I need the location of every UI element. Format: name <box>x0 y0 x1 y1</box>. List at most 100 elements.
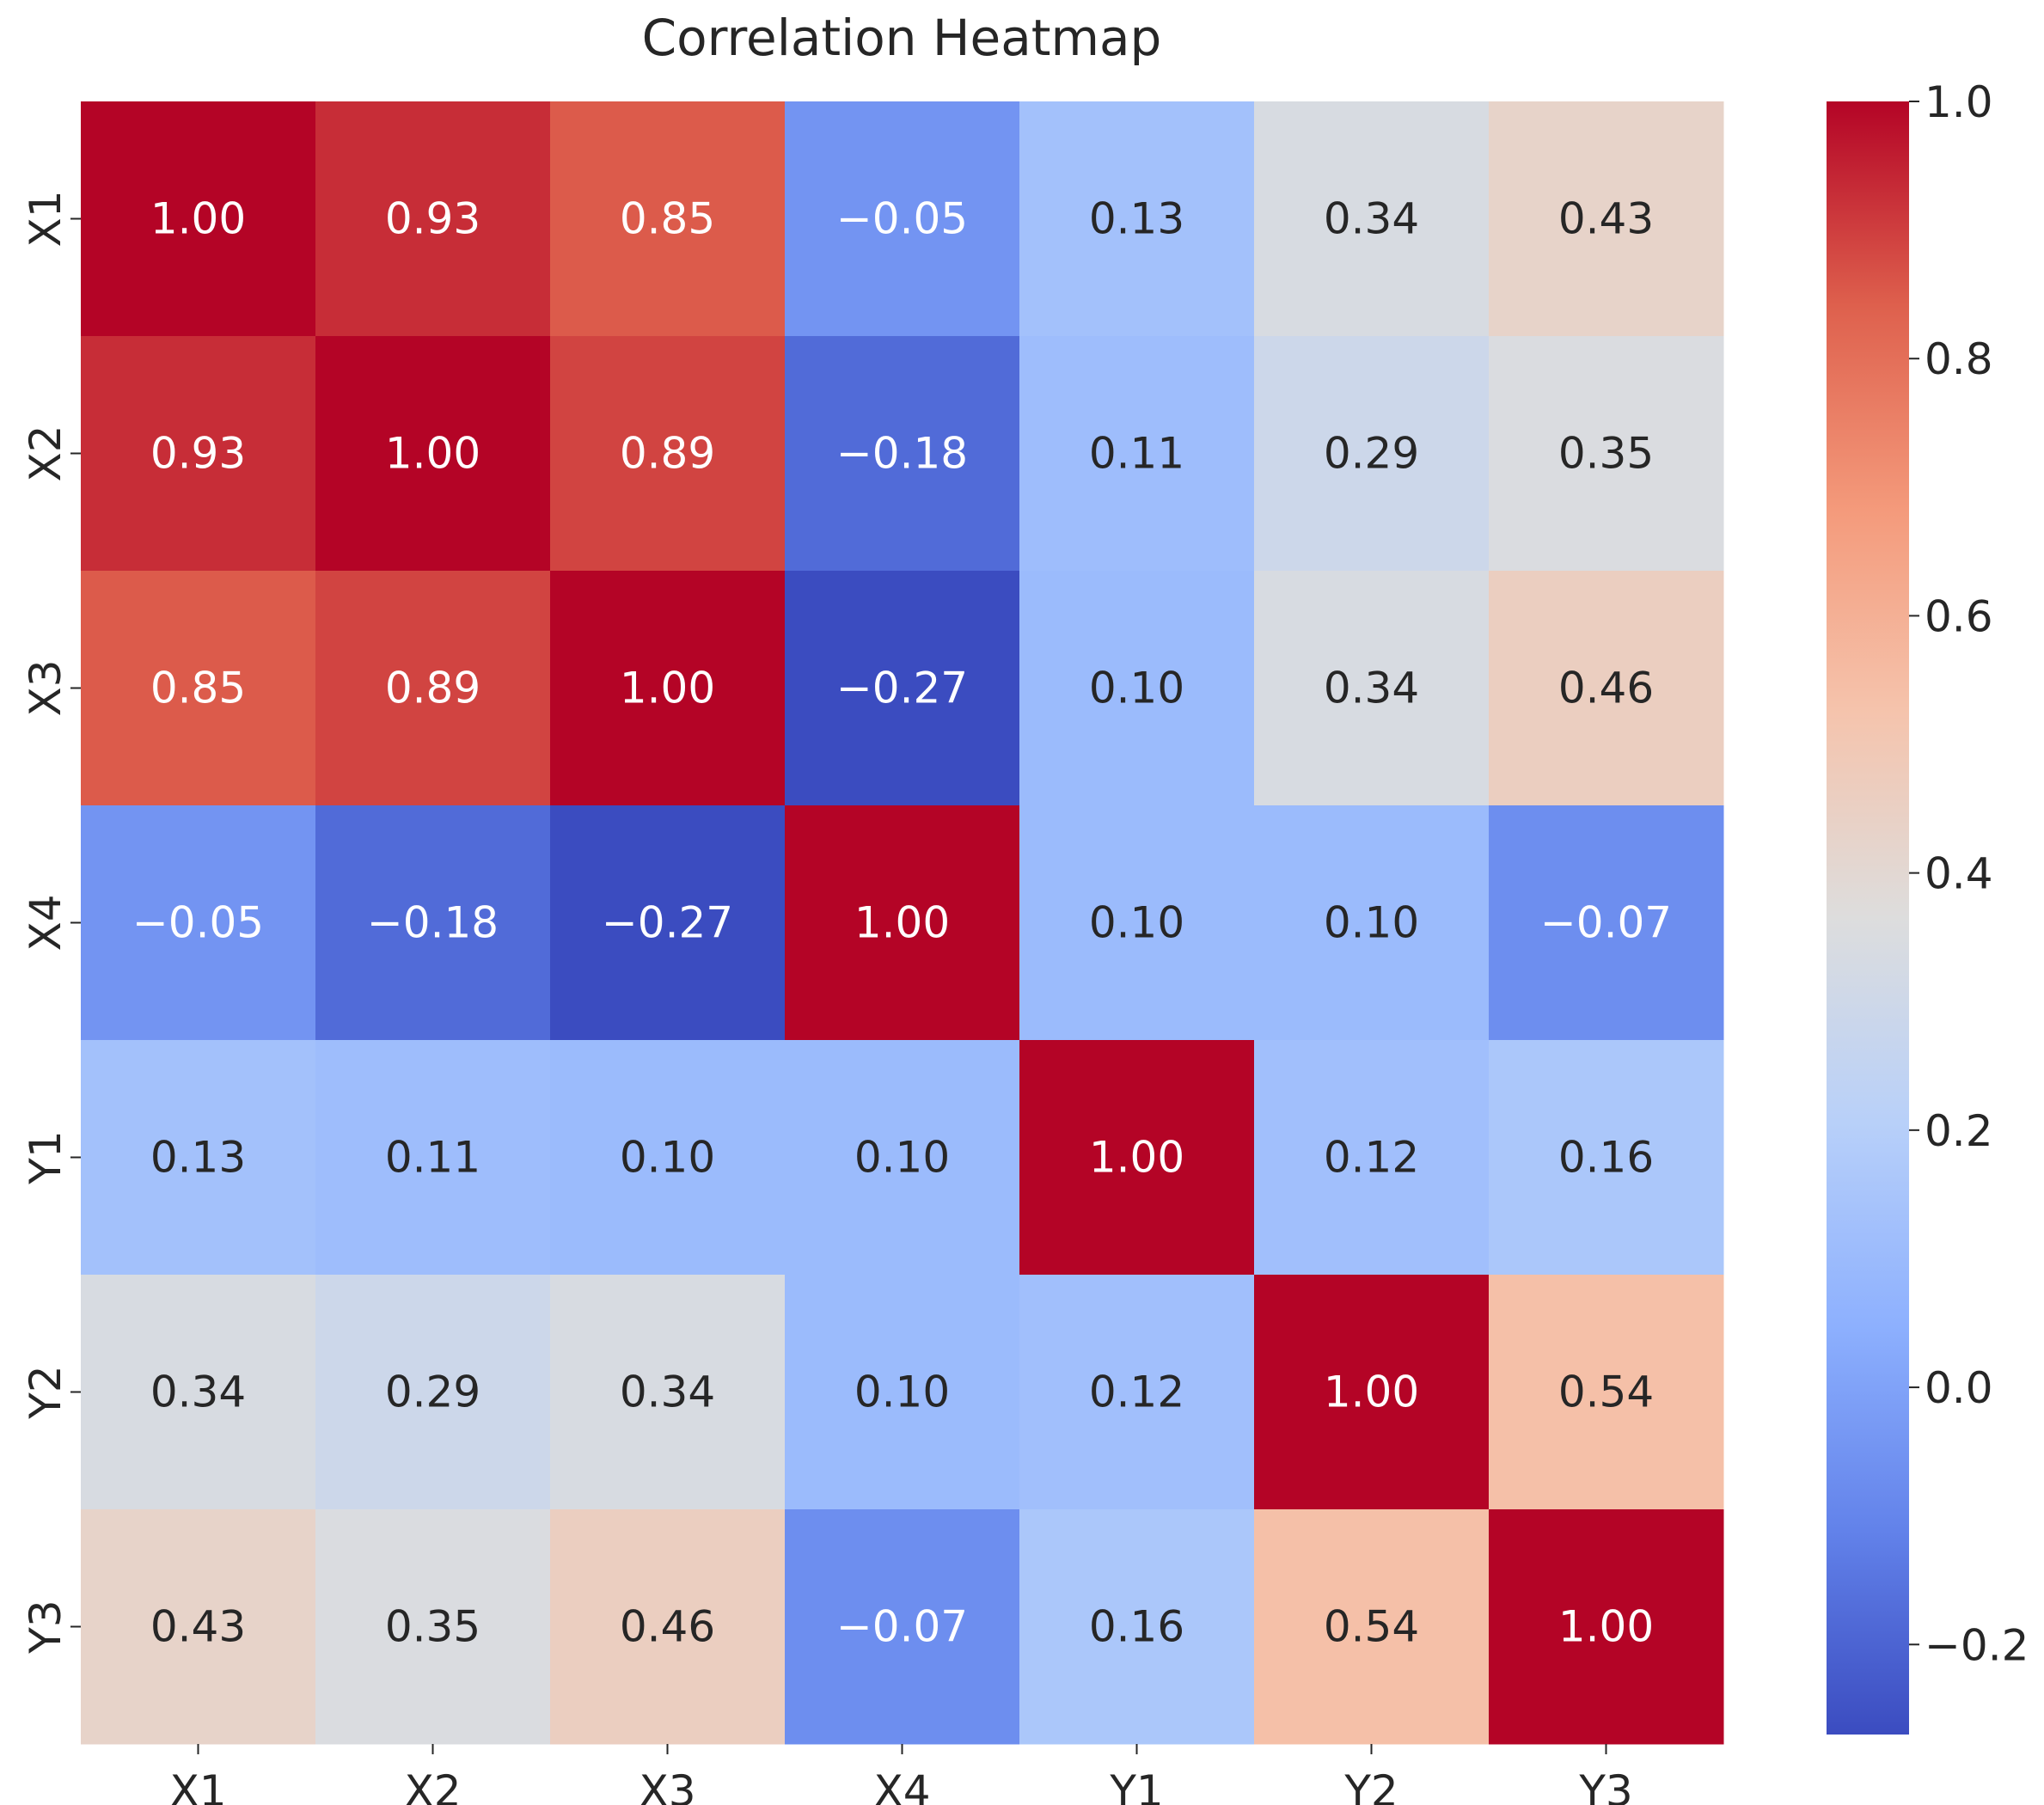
cell-value-Y2-X4: 0.10 <box>854 1368 950 1417</box>
cell-value-Y1-Y1: 1.00 <box>1089 1133 1184 1183</box>
colorbar-tick-label-6: −0.2 <box>1925 1620 2029 1670</box>
heatmap-cell-X2-X3 <box>550 336 786 572</box>
cell-value-X3-Y1: 0.10 <box>1089 664 1184 713</box>
heatmap-cell-Y1-X2 <box>315 1040 551 1276</box>
cell-value-X2-X4: −0.18 <box>836 429 968 479</box>
cell-value-X1-Y3: 0.43 <box>1558 194 1654 244</box>
cell-value-Y2-X3: 0.34 <box>620 1368 715 1417</box>
heatmap-cell-Y1-Y2 <box>1254 1040 1490 1276</box>
heatmap-cell-Y1-Y3 <box>1489 1040 1724 1276</box>
colorbar-tick-label-3: 0.4 <box>1925 849 1993 899</box>
cell-value-X4-Y1: 0.10 <box>1089 898 1184 948</box>
x-tick-label-X4: X4 <box>873 1766 930 1805</box>
cell-value-X3-X4: −0.27 <box>836 664 968 713</box>
cell-value-X3-X3: 1.00 <box>620 664 715 713</box>
cell-value-Y1-X4: 0.10 <box>854 1133 950 1183</box>
cell-value-Y2-Y2: 1.00 <box>1324 1368 1419 1417</box>
cell-value-X3-X1: 0.85 <box>150 664 246 713</box>
cell-value-Y3-Y1: 0.16 <box>1089 1602 1184 1652</box>
cell-value-X1-X1: 1.00 <box>150 194 246 244</box>
heatmap-cell-Y2-X4 <box>785 1275 1020 1510</box>
y-tick-label-X2: X2 <box>21 425 70 481</box>
heatmap-cell-Y1-X4 <box>785 1040 1020 1276</box>
heatmap-cell-Y3-X1 <box>81 1509 316 1745</box>
cell-value-Y1-X3: 0.10 <box>620 1133 715 1183</box>
heatmap-cell-X4-X1 <box>81 805 316 1041</box>
heatmap-cell-Y3-Y3 <box>1489 1509 1724 1745</box>
heatmap-cells: 1.00 0.93 0.85 −0.05 0.13 0.34 0.43 0.93 1.00 0.8… <box>81 101 1724 1745</box>
heatmap-cell-X2-Y3 <box>1489 336 1724 572</box>
cell-value-X2-Y2: 0.29 <box>1324 429 1419 479</box>
heatmap-cell-Y1-X1 <box>81 1040 316 1276</box>
x-tick-label-Y2: Y2 <box>1343 1766 1398 1805</box>
heatmap-cell-Y3-Y1 <box>1019 1509 1255 1745</box>
heatmap-cell-Y2-X3 <box>550 1275 786 1510</box>
cell-value-Y3-X3: 0.46 <box>620 1602 715 1652</box>
cell-value-X1-Y1: 0.13 <box>1089 194 1184 244</box>
x-tick-label-Y3: Y3 <box>1578 1766 1632 1805</box>
cell-value-X2-X3: 0.89 <box>620 429 715 479</box>
heatmap-cell-X1-X4 <box>785 101 1020 337</box>
y-axis: X1 X2 X3 X4 Y1 Y2 Y3 <box>21 190 81 1655</box>
heatmap-cell-Y1-X3 <box>550 1040 786 1276</box>
colorbar-gradient <box>1827 101 1909 1735</box>
cell-value-Y1-X1: 0.13 <box>150 1133 246 1183</box>
x-axis: X1 X2 X3 X4 Y1 Y2 Y3 <box>169 1744 1633 1805</box>
heatmap-cell-X1-Y2 <box>1254 101 1490 337</box>
cell-value-X4-X2: −0.18 <box>367 898 499 948</box>
cell-value-Y3-Y3: 1.00 <box>1558 1602 1654 1652</box>
cell-value-X1-X2: 0.93 <box>385 194 480 244</box>
cell-value-X2-X2: 1.00 <box>385 429 480 479</box>
heatmap-cell-X2-X1 <box>81 336 316 572</box>
cell-value-X4-Y3: −0.07 <box>1540 898 1672 948</box>
heatmap-cell-X3-Y1 <box>1019 571 1255 806</box>
heatmap-cell-X1-X2 <box>315 101 551 337</box>
colorbar-tick-label-5: 0.0 <box>1925 1363 1993 1413</box>
cell-value-Y2-X1: 0.34 <box>150 1368 246 1417</box>
cell-value-Y3-X4: −0.07 <box>836 1602 968 1652</box>
cell-value-X2-Y1: 0.11 <box>1089 429 1184 479</box>
cell-value-X4-X1: −0.05 <box>132 898 264 948</box>
cell-value-Y2-Y3: 0.54 <box>1558 1368 1654 1417</box>
cell-value-X4-X4: 1.00 <box>854 898 950 948</box>
y-tick-label-Y1: Y1 <box>21 1130 70 1184</box>
y-tick-label-X4: X4 <box>21 894 70 951</box>
heatmap-cell-X2-X4 <box>785 336 1020 572</box>
heatmap-cell-X1-X1 <box>81 101 316 337</box>
cell-value-X1-X4: −0.05 <box>836 194 968 244</box>
heatmap-cell-X3-X2 <box>315 571 551 806</box>
heatmap-cell-Y2-Y2 <box>1254 1275 1490 1510</box>
y-tick-label-X3: X3 <box>21 659 70 716</box>
y-tick-label-Y2: Y2 <box>21 1365 70 1419</box>
x-tick-label-X2: X2 <box>404 1766 461 1805</box>
heatmap-cell-X3-X3 <box>550 571 786 806</box>
heatmap-cell-X2-Y1 <box>1019 336 1255 572</box>
x-tick-label-Y1: Y1 <box>1109 1766 1163 1805</box>
heatmap-cell-X4-X2 <box>315 805 551 1041</box>
heatmap-cell-X4-Y3 <box>1489 805 1724 1041</box>
heatmap-cell-X4-Y1 <box>1019 805 1255 1041</box>
cell-value-Y1-Y3: 0.16 <box>1558 1133 1654 1183</box>
cell-value-X1-Y2: 0.34 <box>1324 194 1419 244</box>
heatmap-cell-X1-Y1 <box>1019 101 1255 337</box>
heatmap-cell-Y2-Y1 <box>1019 1275 1255 1510</box>
cell-value-Y1-X2: 0.11 <box>385 1133 480 1183</box>
heatmap-cell-Y3-Y2 <box>1254 1509 1490 1745</box>
heatmap-cell-Y2-X2 <box>315 1275 551 1510</box>
colorbar-tick-label-1: 0.8 <box>1925 334 1993 384</box>
cell-value-Y2-Y1: 0.12 <box>1089 1368 1184 1417</box>
heatmap-cell-X2-X2 <box>315 336 551 572</box>
heatmap-cell-Y3-X4 <box>785 1509 1020 1745</box>
heatmap-cell-X4-Y2 <box>1254 805 1490 1041</box>
cell-value-X4-X3: −0.27 <box>602 898 733 948</box>
cell-value-X4-Y2: 0.10 <box>1324 898 1419 948</box>
heatmap-cell-X3-Y3 <box>1489 571 1724 806</box>
cell-value-X2-X1: 0.93 <box>150 429 246 479</box>
x-tick-label-X1: X1 <box>169 1766 226 1805</box>
y-tick-label-X1: X1 <box>21 190 70 247</box>
heatmap-cell-X2-Y2 <box>1254 336 1490 572</box>
heatmap-cell-X1-Y3 <box>1489 101 1724 337</box>
chart-title: Correlation Heatmap <box>642 9 1162 67</box>
cell-value-X3-Y3: 0.46 <box>1558 664 1654 713</box>
